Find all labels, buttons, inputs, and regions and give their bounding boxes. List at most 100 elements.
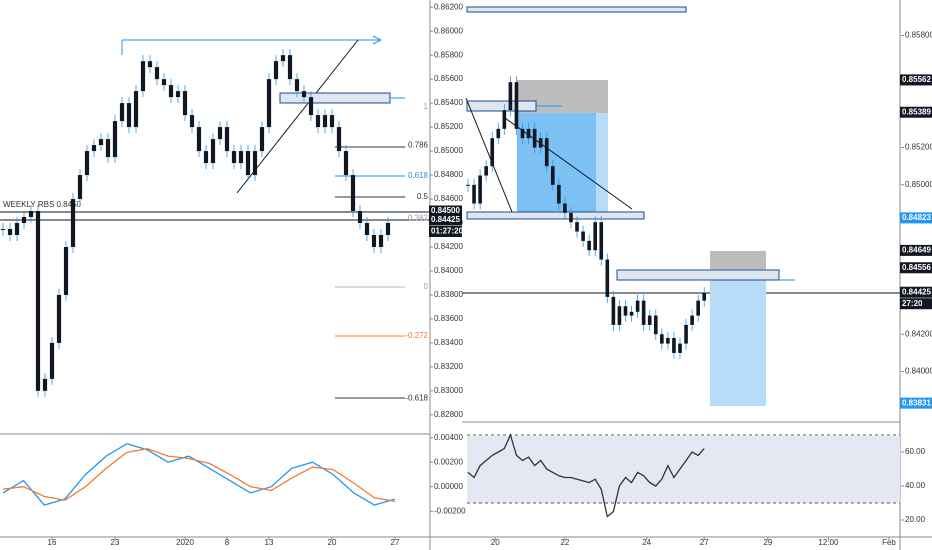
candle <box>182 91 188 116</box>
fib-label: 0.5 <box>417 192 429 201</box>
candle <box>623 306 628 316</box>
candle <box>605 259 610 297</box>
candle <box>336 127 342 152</box>
candle <box>287 55 293 80</box>
candle <box>322 115 328 128</box>
candle <box>7 228 13 235</box>
price-marker <box>900 106 932 118</box>
x-tick-label: 8 <box>225 538 230 547</box>
candle <box>653 315 658 335</box>
candle <box>702 293 707 301</box>
price-marker <box>429 214 462 226</box>
y-tick-label: 0.84200 <box>905 329 932 338</box>
candle <box>575 222 579 232</box>
candle <box>77 175 83 200</box>
x-tick-label: 27 <box>391 538 400 547</box>
candle <box>660 334 664 344</box>
candle <box>280 55 286 62</box>
candle <box>502 110 507 129</box>
fib-label: -0.618 <box>405 393 428 402</box>
candle <box>371 234 377 247</box>
annotation: WEEKLY RBS 0.8450 <box>3 200 82 209</box>
candle <box>617 306 622 325</box>
candle <box>581 231 585 241</box>
price-marker-label: 0.83831 <box>902 398 931 407</box>
candle <box>472 184 476 204</box>
price-marker <box>900 212 932 224</box>
candle <box>112 121 118 158</box>
candle <box>28 211 34 217</box>
fib-label: 0.618 <box>408 171 429 180</box>
x-tick-label: 23 <box>111 538 120 547</box>
candle <box>224 127 230 152</box>
y-tick-label: 0.85000 <box>434 146 463 155</box>
candle <box>126 103 132 128</box>
candle <box>690 315 694 325</box>
price-marker-label: 0.84425 <box>902 287 931 296</box>
candle <box>563 203 567 213</box>
x-tick-label: 13 <box>265 538 274 547</box>
y-tick-label: 0.86200 <box>434 2 463 11</box>
candle <box>364 222 370 235</box>
countdown-box <box>900 298 932 310</box>
price-marker-label: 0.84500 <box>431 206 460 215</box>
candle <box>63 246 69 295</box>
left-drawings <box>0 35 430 399</box>
y-tick-label: 0.84800 <box>434 170 463 179</box>
series-line <box>467 433 705 518</box>
candle <box>49 342 55 379</box>
candle <box>119 103 125 122</box>
price-marker-label: 0.84649 <box>902 246 931 255</box>
candle <box>35 211 41 391</box>
y-tick-label: 0.83000 <box>434 386 463 395</box>
candle <box>635 300 640 312</box>
candle <box>593 222 598 251</box>
price-marker <box>900 262 932 274</box>
candle <box>520 128 525 139</box>
y-tick-label: 0.86000 <box>434 26 463 35</box>
candle <box>647 315 652 325</box>
x-tick-label: 2020 <box>176 538 194 547</box>
candle <box>684 324 688 344</box>
price-marker <box>900 286 932 298</box>
y-tick-label: 0.85800 <box>434 50 463 59</box>
candle <box>350 175 356 212</box>
price-marker-label: 0.85562 <box>902 75 931 84</box>
x-tick-label: 24 <box>642 538 651 547</box>
candle <box>203 151 209 164</box>
price-marker <box>429 205 462 217</box>
x-tick-label: 20 <box>328 538 337 547</box>
y-tick-label: 0.84000 <box>905 367 932 376</box>
candle <box>0 228 6 230</box>
y-tick-label: 0.83200 <box>434 362 463 371</box>
candle <box>544 138 549 167</box>
y-tick-label: 40.00 <box>905 481 926 490</box>
candle <box>147 61 153 68</box>
y-tick-label: 0.00400 <box>434 433 463 442</box>
y-tick-label: 0.84600 <box>434 194 463 203</box>
candle <box>569 212 573 223</box>
candle <box>266 79 272 128</box>
y-tick-label: 0.85600 <box>434 74 463 83</box>
candle <box>532 128 537 148</box>
candle <box>301 91 307 98</box>
y-tick-label: 0.83400 <box>434 338 463 347</box>
x-tick-label: 16 <box>48 538 57 547</box>
x-tick-label: 12:00 <box>818 538 839 547</box>
candle <box>210 139 216 164</box>
candle <box>315 115 321 128</box>
candle <box>245 151 251 176</box>
candle <box>273 61 279 80</box>
candle <box>641 300 646 325</box>
candle <box>14 222 20 235</box>
candle <box>508 82 513 111</box>
y-tick-label: 0.00200 <box>434 457 463 466</box>
price-marker-label: 0.85389 <box>902 107 931 116</box>
candle <box>538 138 543 148</box>
candle <box>678 343 682 353</box>
y-tick-label: 0.84000 <box>434 266 463 275</box>
right-drawings <box>462 6 900 503</box>
candle <box>599 222 604 260</box>
candle <box>217 127 223 140</box>
